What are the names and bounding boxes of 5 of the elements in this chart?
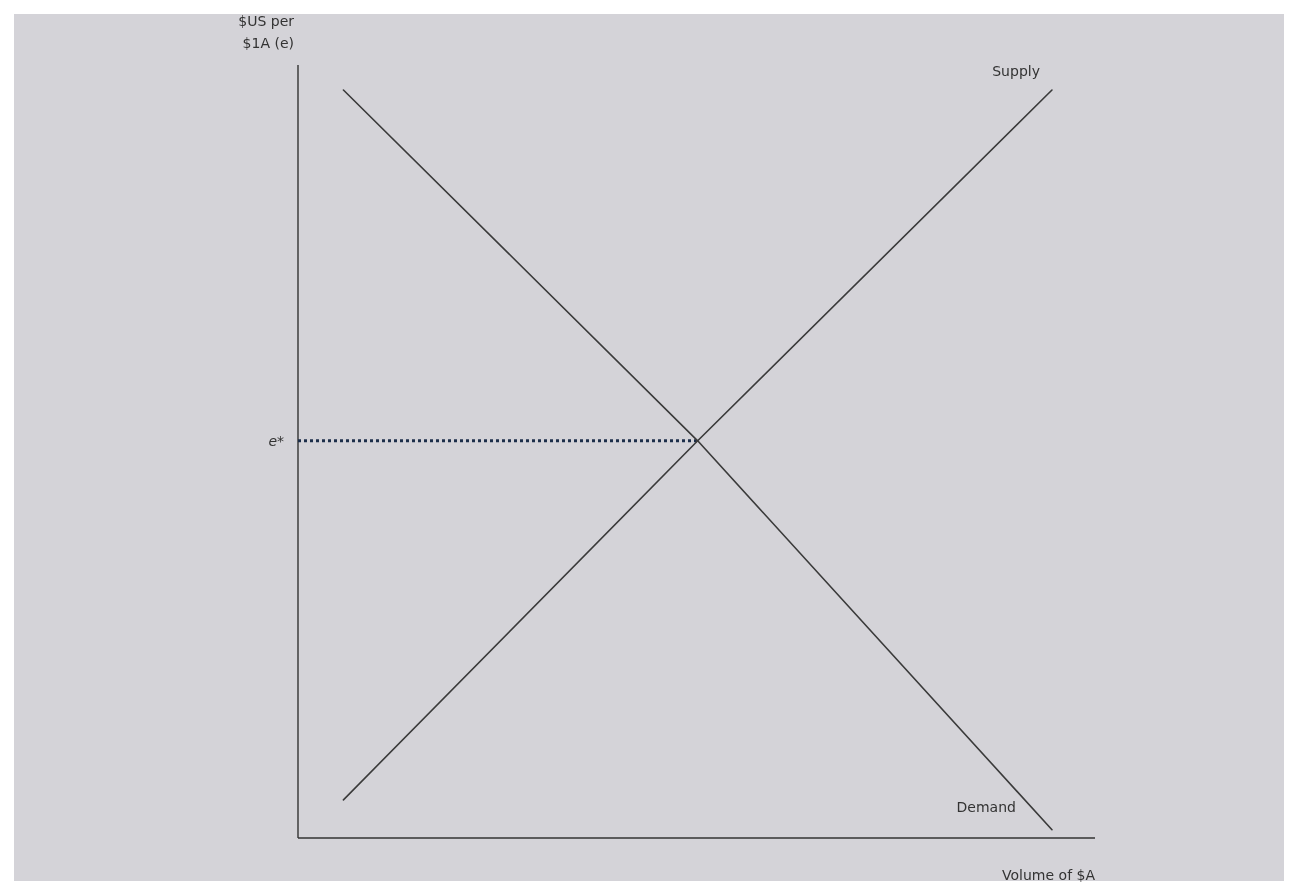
x-axis-title: Volume of $A	[1002, 867, 1096, 883]
ref-line-label: e*	[268, 432, 284, 449]
y-axis-title: $US per $1A (e)	[238, 13, 295, 51]
series-label: Demand	[956, 798, 1016, 815]
series-label: Supply	[992, 63, 1040, 79]
